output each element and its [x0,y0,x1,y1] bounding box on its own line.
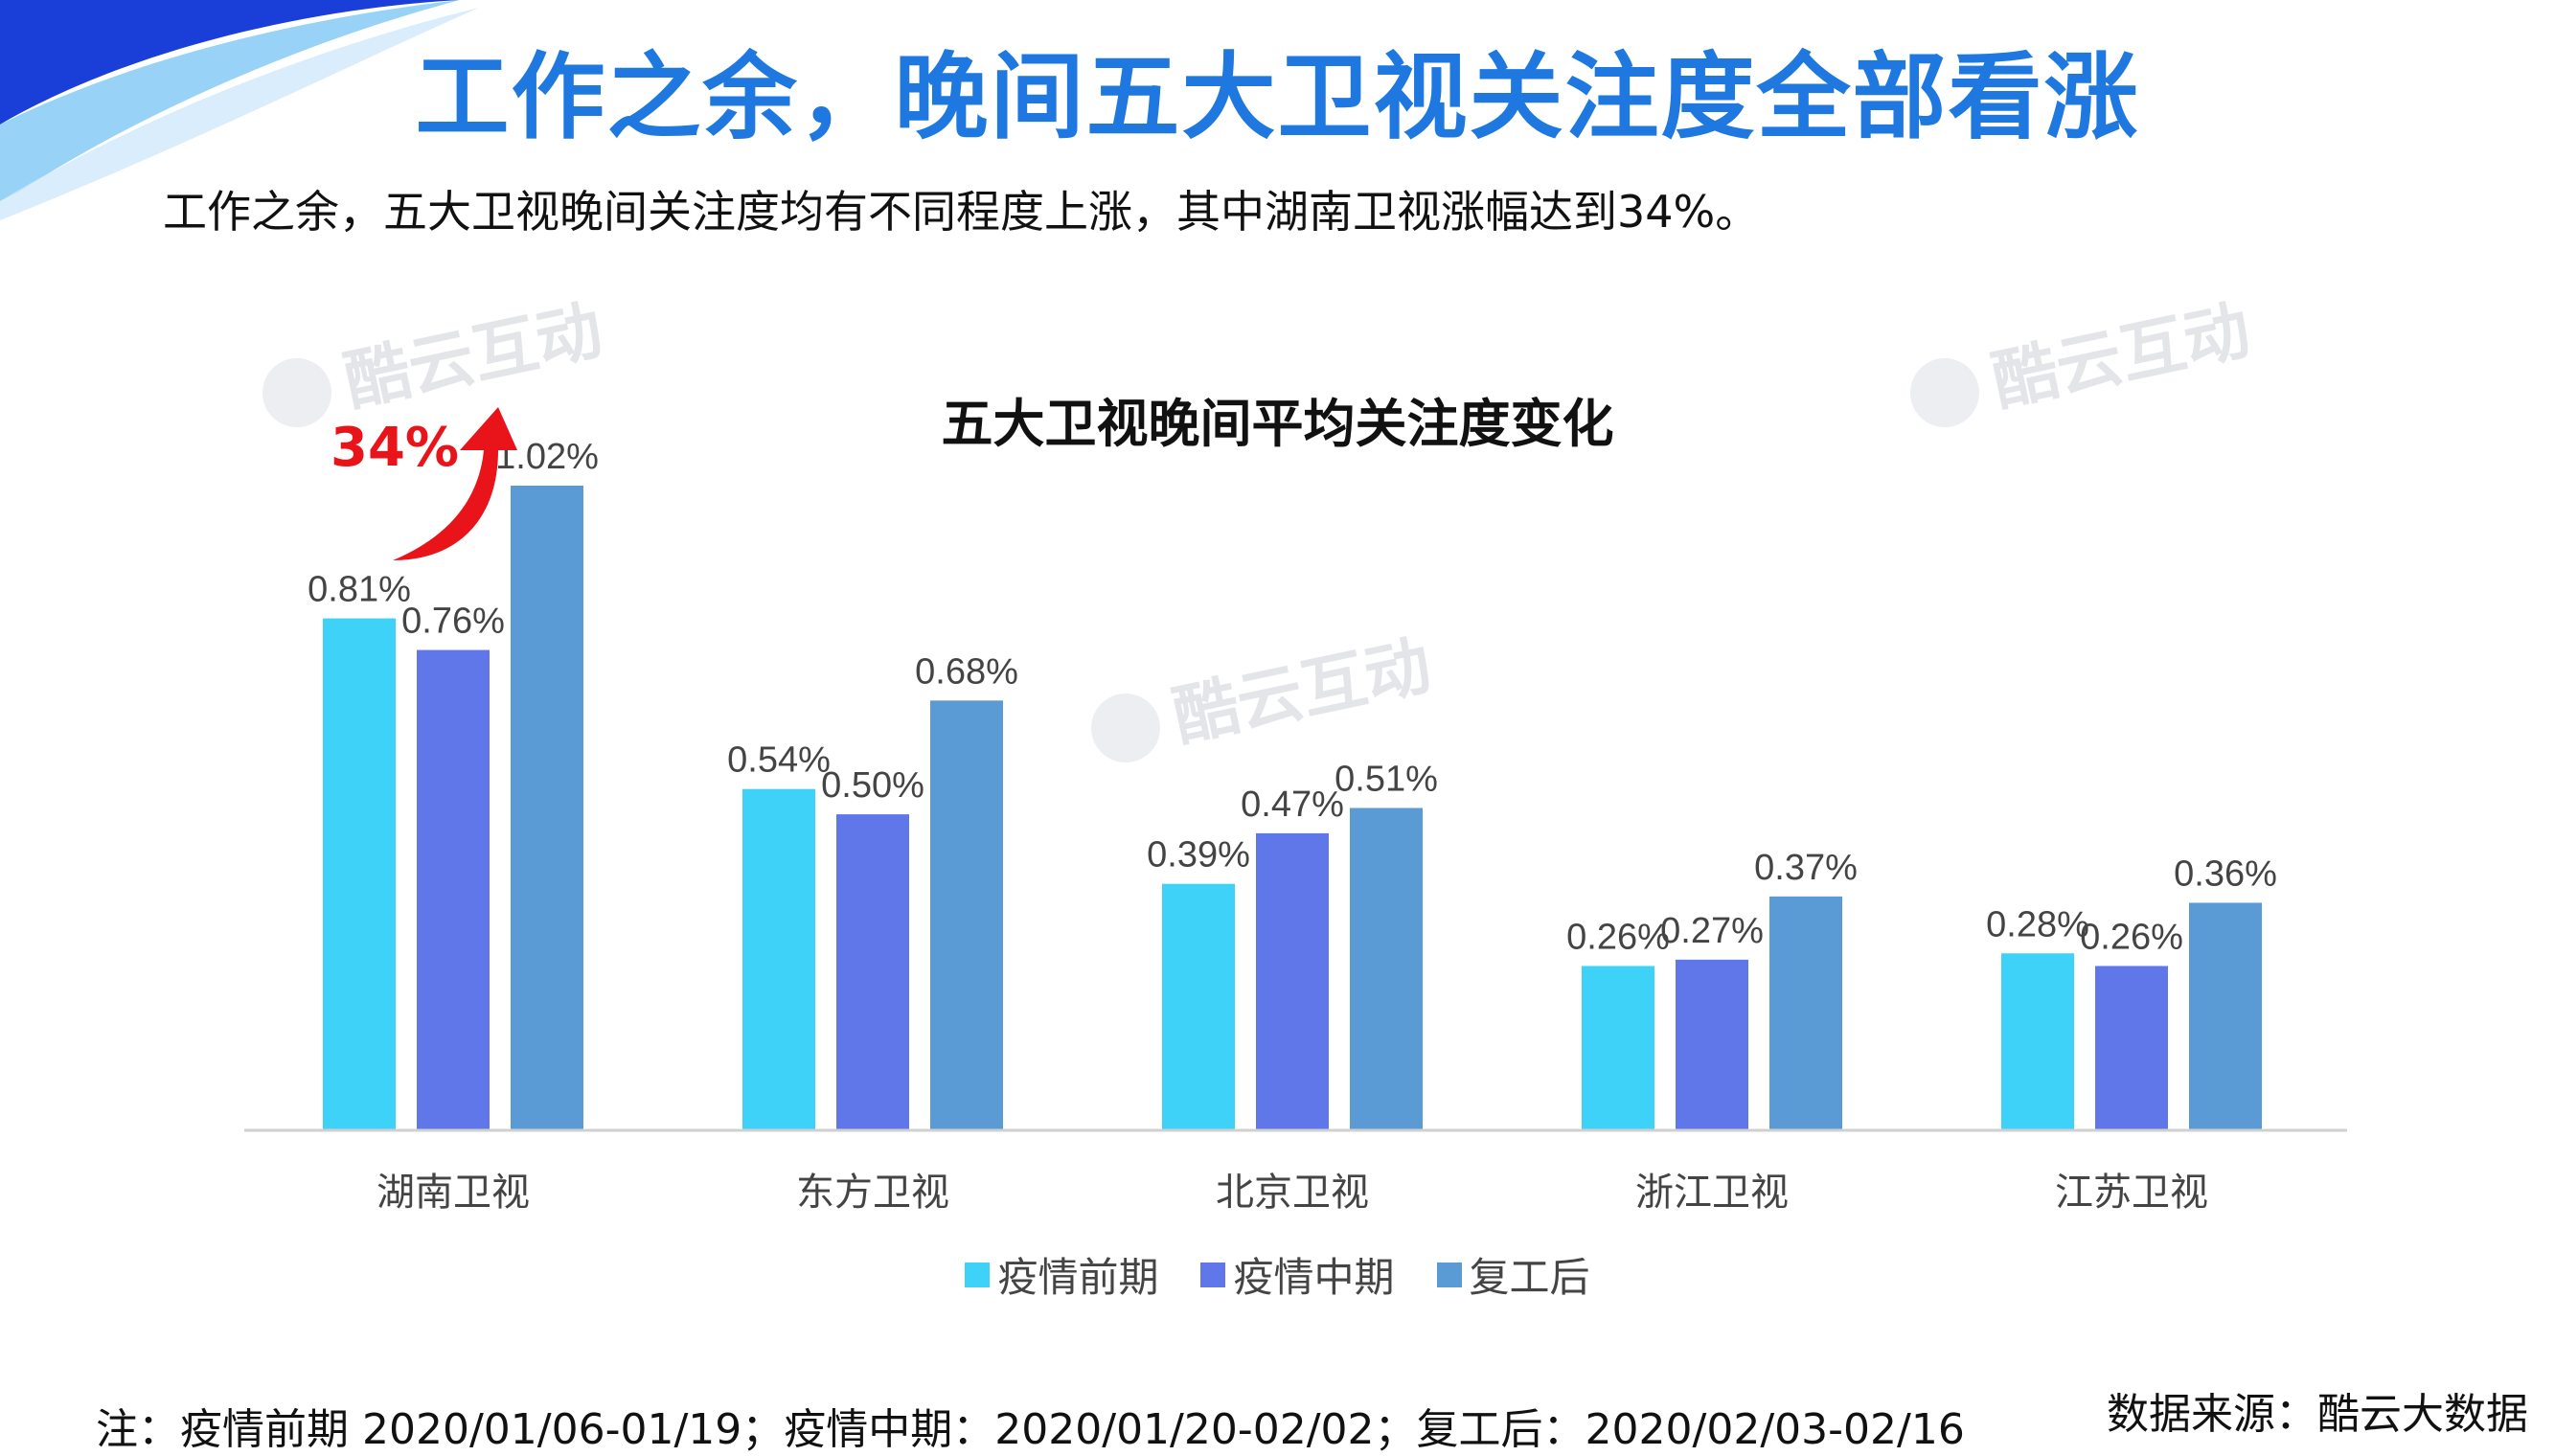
category-label: 江苏卫视 [2055,1171,2208,1215]
bar [1582,966,1654,1130]
data-source: 数据来源：酷云大数据 [2107,1390,2528,1439]
bar [1676,959,1748,1130]
bar [2001,953,2074,1130]
page-title: 工作之余，晚间五大卫视关注度全部看涨 [415,43,2140,152]
legend-item: 疫情中期 [1200,1245,1395,1304]
bar [1769,896,1842,1130]
category-label: 湖南卫视 [376,1171,530,1215]
bar-value-label: 0.37% [1754,848,1858,888]
bar-value-label: 0.36% [2174,853,2277,894]
legend-item: 复工后 [1436,1245,1590,1304]
bar-value-label: 0.50% [821,765,924,806]
legend-label: 复工后 [1469,1254,1590,1301]
category-label: 东方卫视 [796,1171,949,1215]
category-label: 北京卫视 [1216,1171,1369,1215]
legend-item: 疫情前期 [965,1245,1158,1304]
bar [323,618,396,1130]
watermark-text: 酷云互动 [1167,627,1437,756]
footnote: 注：疫情前期 2020/01/06-01/19；疫情中期：2020/01/20-… [96,1405,1965,1454]
bar [511,486,583,1130]
growth-highlight: 34% [331,417,460,479]
bar [2189,902,2262,1130]
bar [1350,808,1423,1130]
bar [742,788,815,1130]
bar [417,649,490,1130]
bar-value-label: 0.51% [1335,760,1438,800]
bar-value-label: 0.54% [727,740,831,781]
bar-value-label: 0.47% [1241,785,1344,825]
bar-value-label: 0.76% [401,602,505,642]
legend-swatch [1436,1262,1462,1287]
chart-title: 五大卫视晚间平均关注度变化 [941,394,1614,454]
bar-value-label: 0.81% [308,570,411,610]
legend-swatch [965,1262,991,1287]
legend-swatch [1200,1262,1226,1287]
page-subtitle: 工作之余，五大卫视晚间关注度均有不同程度上涨，其中湖南卫视涨幅达到34%。 [163,186,1760,238]
bar-value-label: 0.39% [1147,835,1250,876]
legend-label: 疫情前期 [997,1254,1159,1301]
bar-value-label: 0.68% [915,651,1018,692]
legend-label: 疫情中期 [1233,1254,1395,1301]
increase-arrow-icon [393,407,517,560]
bar-value-label: 0.28% [1986,904,2089,944]
chart-legend: 疫情前期 疫情中期 复工后 [0,1245,2555,1304]
bar [930,700,1003,1130]
bar-value-label: 0.26% [1566,917,1670,957]
bar [2095,966,2168,1130]
bar-value-label: 0.27% [1660,911,1764,951]
category-label: 浙江卫视 [1635,1171,1789,1215]
corner-decoration [0,0,479,220]
bar [836,814,909,1130]
bar-value-label: 0.26% [2080,917,2183,957]
bar [1256,832,1329,1130]
bar [1162,883,1235,1130]
